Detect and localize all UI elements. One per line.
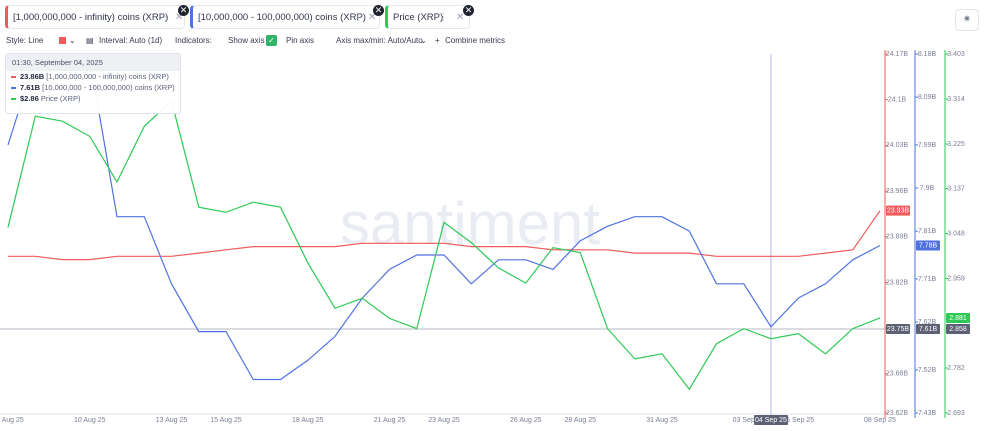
x-tick-label: 07 Aug 25 [0,417,24,424]
y-tick-label: 2.959 [947,275,965,282]
x-tick-label: 15 Aug 25 [210,417,242,424]
y-tick-label: 24.1B [888,97,907,104]
x-tick-label: 08 Sep 25 [864,417,896,424]
last-value-box [916,240,940,251]
last-value-box [886,205,910,216]
checkbox[interactable]: ✓ [266,35,277,46]
y-tick-label: 8.09B [918,94,937,101]
x-tick-label: 21 Aug 25 [374,417,406,424]
y-tick-label: 23.96B [886,188,909,195]
tooltip-value: 7.61B [20,83,41,92]
chevron: ⌄ [420,36,427,45]
tooltip-value: 23.86B [20,72,45,81]
last-value-box [946,312,970,323]
watermark: santiment [340,190,600,257]
show-axis[interactable]: Show axis [228,36,265,45]
tooltip-label: [1,000,000,000 - infinity) coins (XRP) [46,72,169,81]
crosshair-box [916,324,940,334]
x-tick-label: 13 Aug 25 [156,417,188,424]
series-line [7,58,881,381]
interval-select[interactable]: Interval: Auto (1d) [99,36,163,45]
tooltip-row: $2.86 Price (XRP) [6,93,180,104]
y-tick-label: 7.99B [918,142,937,149]
chevron: ⌄ [69,36,76,45]
x-tick-label: 05 Sep 25 [782,417,814,424]
plus-icon: + [435,36,440,45]
y-tick-label: 23.82B [886,279,909,286]
crosshair-date-box [754,415,788,425]
color-picker[interactable] [59,37,66,44]
y-tick-label: 7.9B [920,185,935,192]
x-tick-label: 18 Aug 25 [292,417,324,424]
x-tick-label: 10 Aug 25 [74,417,106,424]
last-value-label: 2.881 [949,315,967,322]
crosshair-value: 2.858 [949,326,967,333]
y-tick-label: 7.71B [918,276,937,283]
y-tick-label: 23.68B [886,371,909,378]
y-tick-label: 8.18B [918,51,937,58]
y-tick-label: 23.89B [886,234,909,241]
tab-label: Price (XRP) [393,12,444,23]
y-tick-label: 3.403 [947,51,965,58]
remove-button[interactable]: ✕ [373,5,384,16]
y-tick-label: 7.62B [918,319,937,326]
series-line [7,99,881,391]
metric-tab[interactable]: Price (XRP) ⋮ ✕ [385,5,470,29]
remove-button[interactable]: ✕ [178,5,189,16]
x-tick-label: 23 Aug 25 [428,417,460,424]
y-tick-label: 24.17B [886,51,909,58]
x-tick-label: 31 Aug 25 [646,417,678,424]
metric-tab[interactable]: [1,000,000,000 - infinity) coins (XRP) ⋮ ✕ [5,5,185,29]
y-tick-label: 3.137 [947,185,965,192]
x-tick-label: 26 Aug 25 [510,417,542,424]
last-value-label: 7.78B [919,242,938,249]
tooltip-label: Price (XRP) [40,94,81,103]
pin-axis[interactable]: Pin axis [286,36,315,45]
x-tick-label: 03 Sep [733,417,755,424]
crosshair-box [886,324,910,334]
y-tick-label: 23.62B [886,410,909,417]
y-tick-label: 3.225 [947,141,965,148]
crosshair-value: 7.61B [919,326,938,333]
y-tick-label: 7.81B [918,228,937,235]
crosshair-box [946,324,970,334]
style-select[interactable]: Style: Line [6,36,44,45]
crosshair-date: 04 Sep 25 [755,417,787,424]
tooltip-label: [10,000,000 - 100,000,000) coins (XRP) [42,83,175,92]
y-tick-label: 3.314 [947,96,965,103]
last-value-label: 23.93B [887,207,910,214]
calendar-icon: ▤ [86,36,94,45]
combine-metrics[interactable]: Combine metrics [445,36,506,45]
y-tick-label: 2.693 [947,410,965,417]
y-tick-label: 3.048 [947,230,965,237]
y-tick-label: 7.52B [918,367,937,374]
metric-tab[interactable]: [10,000,000 - 100,000,000) coins (XRP) ⋮ ✕ [190,5,380,29]
tooltip-row: 23.86B [1,000,000,000 - infinity) coins … [6,71,180,82]
crosshair-value: 23.75B [887,326,910,333]
tooltip: 01:30, September 04, 2025 23.86B [1,000,… [5,53,181,114]
tooltip-title: 01:30, September 04, 2025 [6,54,180,71]
series-line [8,210,881,261]
tab-label: [1,000,000,000 - infinity) coins (XRP) [13,12,169,23]
settings-button[interactable]: ✷ [955,9,979,31]
indicators-select[interactable]: Indicators: [175,36,212,45]
y-tick-label: 24.03B [886,142,909,149]
x-tick-label: 28 Aug 25 [564,417,596,424]
tooltip-row: 7.61B [10,000,000 - 100,000,000) coins (… [6,82,180,93]
remove-button[interactable]: ✕ [463,5,474,16]
y-tick-label: 7.43B [918,410,937,417]
y-tick-label: 2.782 [947,365,965,372]
tooltip-value: $2.86 [20,94,39,103]
axis-maxmin[interactable]: Axis max/min: Auto/Auto [336,36,423,45]
tab-label: [10,000,000 - 100,000,000) coins (XRP) [198,12,366,23]
